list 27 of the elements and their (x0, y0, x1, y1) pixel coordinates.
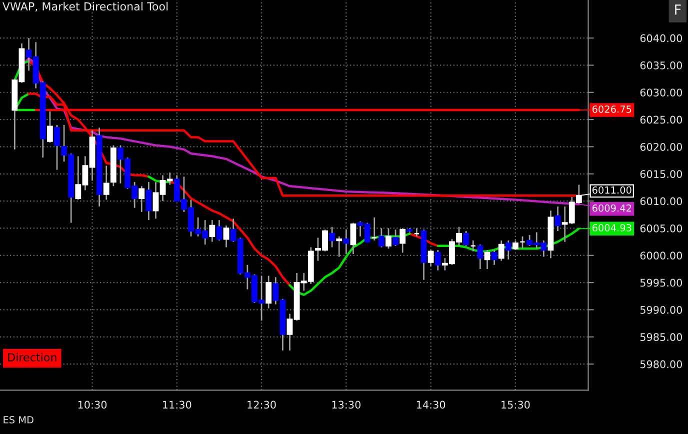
text: ES MD (4, 416, 34, 424)
y-tick-label: 6020.00 (640, 142, 682, 151)
x-tick-label: 13:30 (332, 400, 360, 409)
text: F (675, 4, 681, 15)
y-tick-label: 5985.00 (640, 333, 682, 342)
y-tick-label: 5990.00 (640, 306, 682, 314)
y-tick-label: 6005.00 (640, 224, 682, 232)
data-label: 6004.93 (592, 224, 632, 232)
y-tick-label: 6040.00 (640, 34, 682, 42)
y-tick-label: 5995.00 (640, 278, 682, 287)
x-tick-label: 12:30 (248, 400, 276, 409)
x-tick-label: 15:30 (502, 400, 530, 409)
x-tick-label: 11:30 (163, 400, 192, 409)
y-tick-label: 6015.00 (640, 170, 682, 178)
annotation: Direction (8, 352, 56, 362)
y-tick-label: 5980.00 (640, 360, 682, 368)
y-tick-label: 6010.00 (640, 197, 682, 206)
y-tick-label: 6030.00 (640, 88, 682, 96)
x-tick-label: 14:30 (416, 400, 446, 409)
annotation: 6011.00 (592, 186, 632, 194)
chart-title: VWAP, Market Directional Tool (2, 2, 168, 12)
x-tick-label: 10:30 (78, 400, 107, 409)
y-tick-label: 6035.00 (640, 61, 682, 70)
y-tick-label: 6000.00 (640, 252, 682, 260)
data-label: 6009.42 (592, 204, 631, 212)
data-label: 6026.75 (592, 106, 632, 113)
y-tick-label: 6025.00 (640, 116, 682, 124)
